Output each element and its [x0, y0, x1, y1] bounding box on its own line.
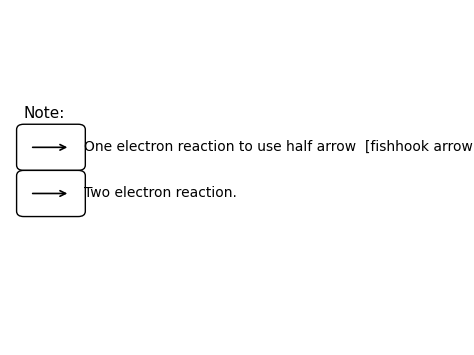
- Text: Two electron reaction.: Two electron reaction.: [84, 186, 237, 201]
- FancyBboxPatch shape: [17, 124, 85, 170]
- Text: One electron reaction to use half arrow  [fishhook arrow]: One electron reaction to use half arrow …: [84, 140, 474, 154]
- FancyBboxPatch shape: [17, 170, 85, 217]
- Text: Note:: Note:: [24, 106, 65, 121]
